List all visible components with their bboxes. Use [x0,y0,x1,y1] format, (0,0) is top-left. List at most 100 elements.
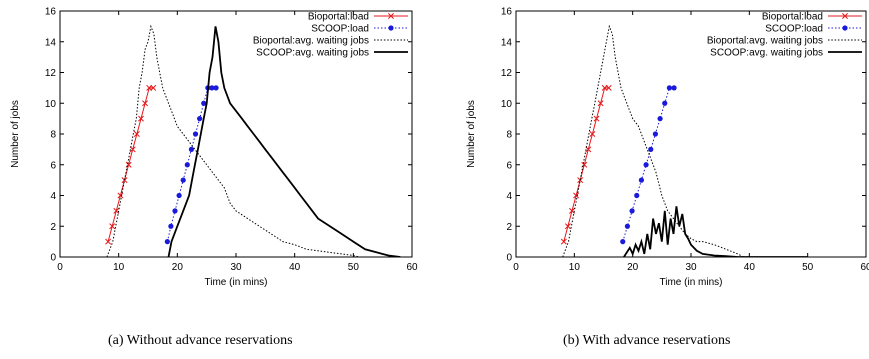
y-tick-label: 4 [50,191,56,202]
y-tick-label: 16 [45,7,57,18]
y-tick-label: 2 [506,222,512,233]
panel-b: 0 10 20 30 40 50 60 0 2 4 6 8 10 12 14 16 Time (in mins)… [466,7,869,289]
panel-a-caption: (a) Without advance reservations [108,333,293,348]
series-3 [623,206,808,257]
data-point-marker [589,131,596,137]
x-tick-label: 20 [172,262,184,273]
y-tick-label: 6 [506,160,512,171]
series-line [106,24,360,257]
series-line [622,87,675,242]
legend-marker [388,25,394,31]
legend-label: SCOOP:load [311,24,369,35]
y-tick-label: 2 [50,222,56,233]
x-tick-label: 0 [513,262,519,273]
data-point-marker [569,207,575,214]
x-tick-label: 0 [57,262,63,273]
series-1 [164,85,219,245]
x-tick-label: 50 [348,262,360,273]
panel-a: 0 10 20 30 40 50 60 0 2 4 6 8 10 12 14 16 Time (in mins)… [10,7,418,289]
series-line [563,87,609,242]
y-tick-label: 14 [501,37,513,48]
data-point-marker [113,207,120,214]
legend-marker [388,13,394,19]
series-1 [620,85,677,245]
data-point-marker [629,208,635,214]
data-point-marker [657,116,663,122]
legend-label: SCOOP:avg. waiting jobs [256,48,369,59]
y-tick-label: 8 [50,130,56,141]
series-2 [562,24,744,257]
x-tick-label: 60 [860,262,869,273]
data-point-marker [634,192,640,199]
data-point-marker [197,116,203,122]
legend-marker [842,25,848,31]
data-point-marker [105,238,112,245]
data-point-marker [643,162,649,168]
y-tick-label: 16 [501,7,513,18]
data-point-marker [652,131,659,137]
data-point-marker [662,100,668,106]
data-point-marker [585,146,592,153]
x-tick-label: 50 [802,262,814,273]
y-tick-label: 10 [45,99,57,110]
data-point-marker [577,177,584,184]
legend-label: Bioportal:load [762,12,823,23]
data-point-marker [138,115,144,122]
data-point-marker [620,239,626,245]
y-tick-label: 10 [501,99,513,110]
series-line [167,26,401,257]
data-point-marker [176,192,182,199]
data-point-marker [573,192,580,199]
data-point-marker [129,146,136,153]
y-tick-label: 12 [501,68,513,79]
legend-label: SCOOP:avg. waiting jobs [710,48,823,59]
x-tick-label: 10 [113,262,125,273]
data-point-marker [666,85,673,91]
data-point-marker [624,223,631,229]
legend-label: Bioportal:avg. waiting jobs [707,36,823,47]
data-point-marker [597,100,604,107]
series-3 [167,26,401,257]
data-point-marker [209,85,215,91]
data-point-marker [605,84,612,91]
data-point-marker [150,84,157,91]
data-point-marker [172,208,178,214]
x-axis-label: Time (in mins) [660,277,723,288]
series-line [166,87,217,242]
x-tick-label: 60 [406,262,418,273]
legend-marker [842,13,848,19]
y-tick-label: 4 [506,191,512,202]
data-point-marker [184,162,190,168]
y-tick-label: 12 [45,68,57,79]
data-point-marker [109,223,116,230]
legend-label: SCOOP:load [765,24,823,35]
x-tick-label: 30 [230,262,242,273]
y-tick-label: 8 [506,130,512,141]
y-tick-label: 14 [45,37,57,48]
x-tick-label: 10 [569,262,581,273]
data-point-marker [164,239,170,245]
y-axis-label: Number of jobs [10,100,21,168]
data-point-marker [564,223,571,230]
series-line [107,87,154,242]
series-line [562,24,744,257]
series-2 [106,24,360,257]
data-point-marker [671,85,677,91]
y-axis-label: Number of jobs [466,100,477,168]
data-point-marker [213,85,219,91]
data-point-marker [121,177,128,184]
data-point-marker [180,177,186,183]
panel-b-caption: (b) With advance reservations [563,333,731,348]
x-tick-label: 30 [685,262,697,273]
y-tick-label: 0 [506,253,512,264]
legend-label: Bioportal:avg. waiting jobs [253,36,369,47]
series-0 [105,84,157,245]
legend-label: Bioportal:load [308,12,369,23]
data-point-marker [593,115,600,122]
data-point-marker [188,146,195,152]
data-point-marker [201,100,207,106]
data-point-marker [142,100,149,107]
